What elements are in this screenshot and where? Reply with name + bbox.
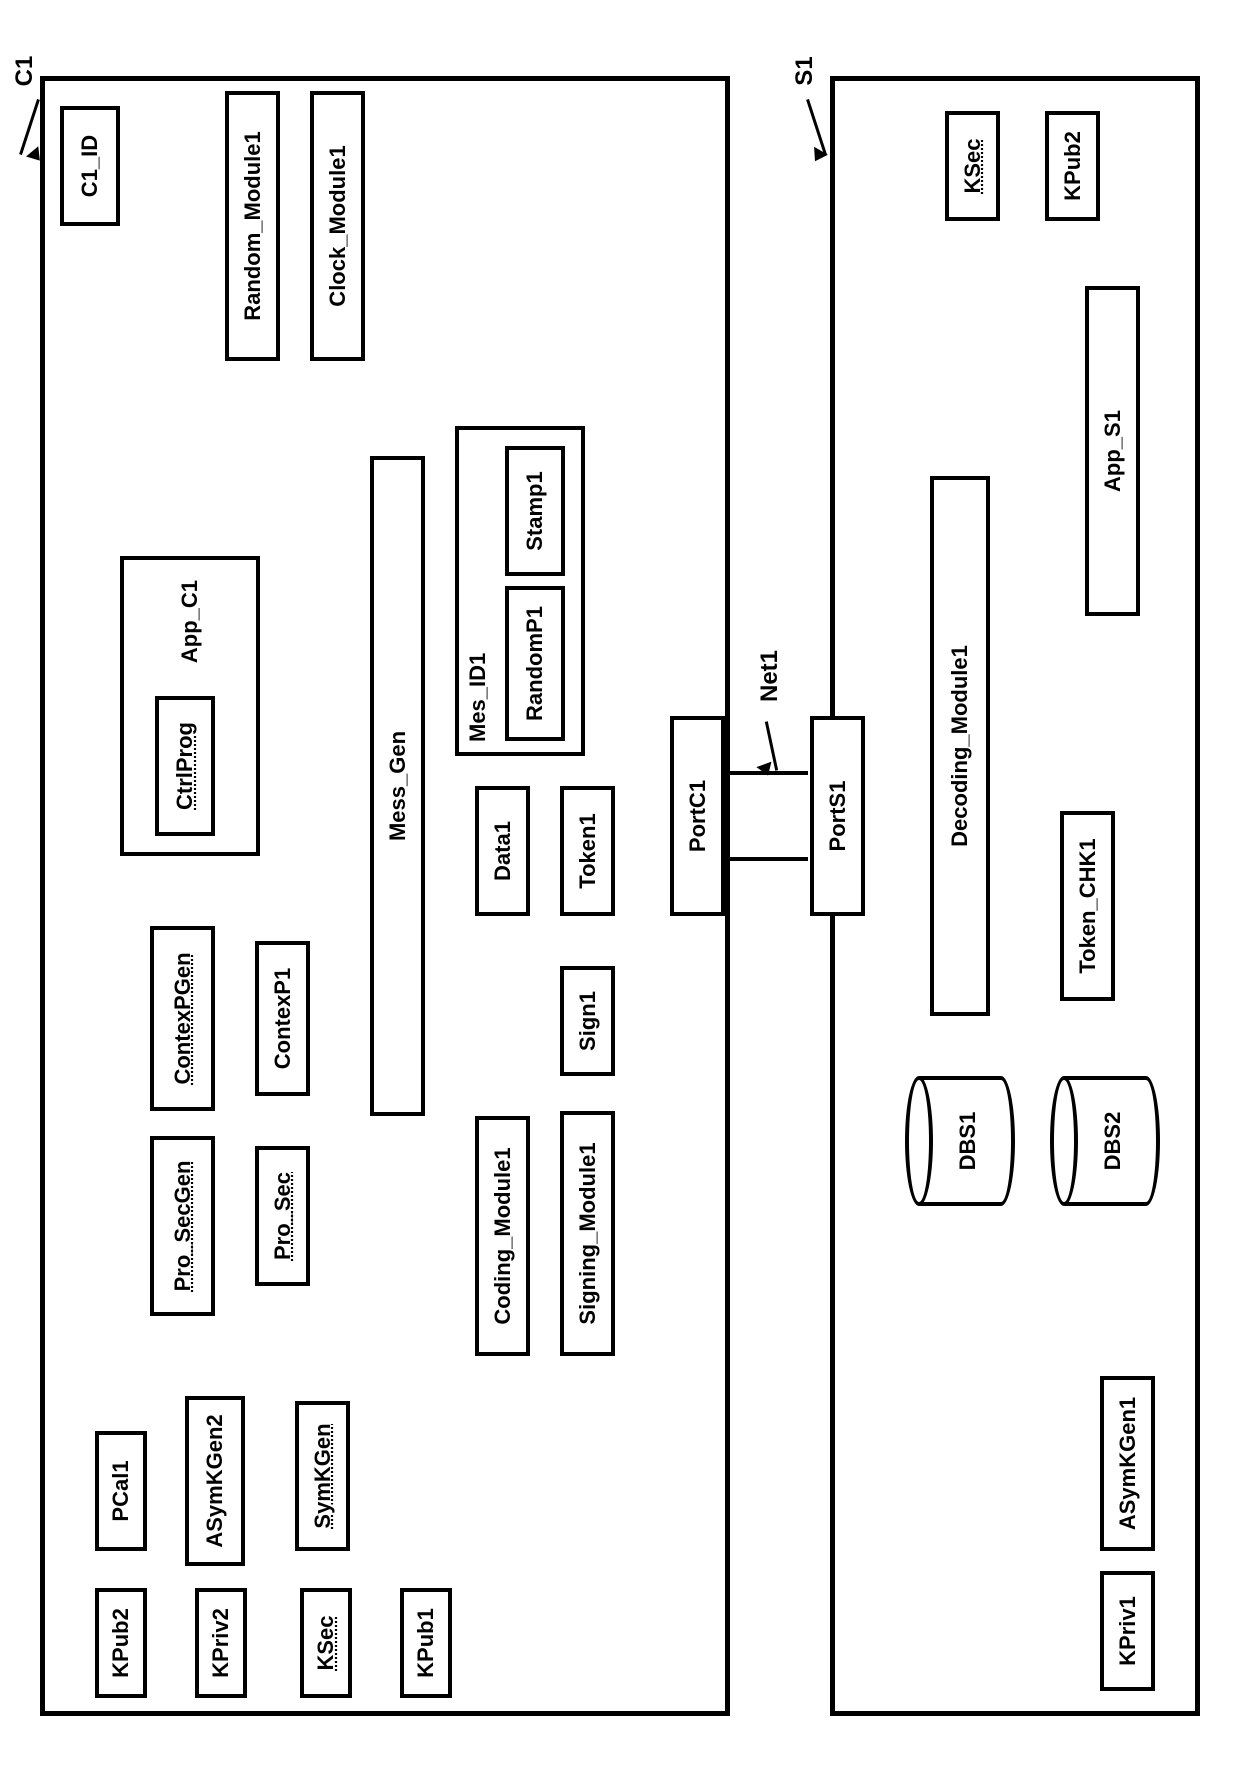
label-ctrlprog: CtrlProg: [172, 722, 198, 810]
cyl-dbs2: DBS2: [1050, 1076, 1160, 1206]
net-channel: [728, 771, 808, 861]
diagram-stage: C1 C1_ID KPub2 KPriv2 KSec KPub1 PCal1 A…: [0, 0, 1240, 1776]
label-app-c1: App_C1: [177, 580, 203, 663]
box-data1: Data1: [475, 786, 530, 916]
box-coding-module1: Coding_Module1: [475, 1116, 530, 1356]
label-symkgen: SymKGen: [310, 1423, 336, 1528]
box-app-s1: App_S1: [1085, 286, 1140, 616]
box-signing-module1: Signing_Module1: [560, 1111, 615, 1356]
box-symkgen: SymKGen: [295, 1401, 350, 1551]
label-mes-id1: Mes_ID1: [465, 653, 491, 742]
label-ksec-s1: KSec: [960, 138, 986, 193]
label-dbs1: DBS1: [955, 1076, 981, 1206]
box-kpub2-s1: KPub2: [1045, 111, 1100, 221]
label-pro-secgen: Pro_SecGen: [170, 1161, 196, 1292]
box-kpub2: KPub2: [95, 1588, 147, 1698]
box-ports1: PortS1: [810, 716, 865, 916]
box-ksec-s1: KSec: [945, 111, 1000, 221]
box-pro-secgen: Pro_SecGen: [150, 1136, 215, 1316]
cyl-dbs1: DBS1: [905, 1076, 1015, 1206]
box-stamp1: Stamp1: [505, 446, 565, 576]
box-contexpgen: ContexPGen: [150, 926, 215, 1111]
box-kpriv1: KPriv1: [1100, 1571, 1155, 1691]
box-asymkgen2: ASymKGen2: [185, 1396, 245, 1566]
pointer-s1-line: [806, 99, 827, 155]
pointer-net1-label: Net1: [755, 636, 785, 716]
label-dbs2: DBS2: [1100, 1076, 1126, 1206]
box-kpriv2: KPriv2: [195, 1588, 247, 1698]
box-ctrlprog: CtrlProg: [155, 696, 215, 836]
box-token-chk1: Token_CHK1: [1060, 811, 1115, 1001]
label-pro-sec: Pro_Sec: [270, 1172, 296, 1260]
box-decoding-module1: Decoding_Module1: [930, 476, 990, 1016]
box-mess-gen: Mess_Gen: [370, 456, 425, 1116]
box-kpub1: KPub1: [400, 1588, 452, 1698]
box-clock-module1: Clock_Module1: [310, 91, 365, 361]
box-asymkgen1: ASymKGen1: [1100, 1376, 1155, 1551]
box-sign1: Sign1: [560, 966, 615, 1076]
box-pcal1: PCal1: [95, 1431, 147, 1551]
pointer-s1-label: S1: [790, 46, 820, 96]
box-random-module1: Random_Module1: [225, 91, 280, 361]
label-contexpgen: ContexPGen: [170, 952, 196, 1084]
pointer-c1-label: C1: [10, 46, 40, 96]
box-token1: Token1: [560, 786, 615, 916]
box-randomp1: RandomP1: [505, 586, 565, 741]
box-ksec-c1: KSec: [300, 1588, 352, 1698]
label-ksec-c1: KSec: [313, 1615, 339, 1670]
box-pro-sec: Pro_Sec: [255, 1146, 310, 1286]
box-portc1: PortC1: [670, 716, 725, 916]
box-contexp1: ContexP1: [255, 941, 310, 1096]
box-c1-id: C1_ID: [60, 106, 120, 226]
